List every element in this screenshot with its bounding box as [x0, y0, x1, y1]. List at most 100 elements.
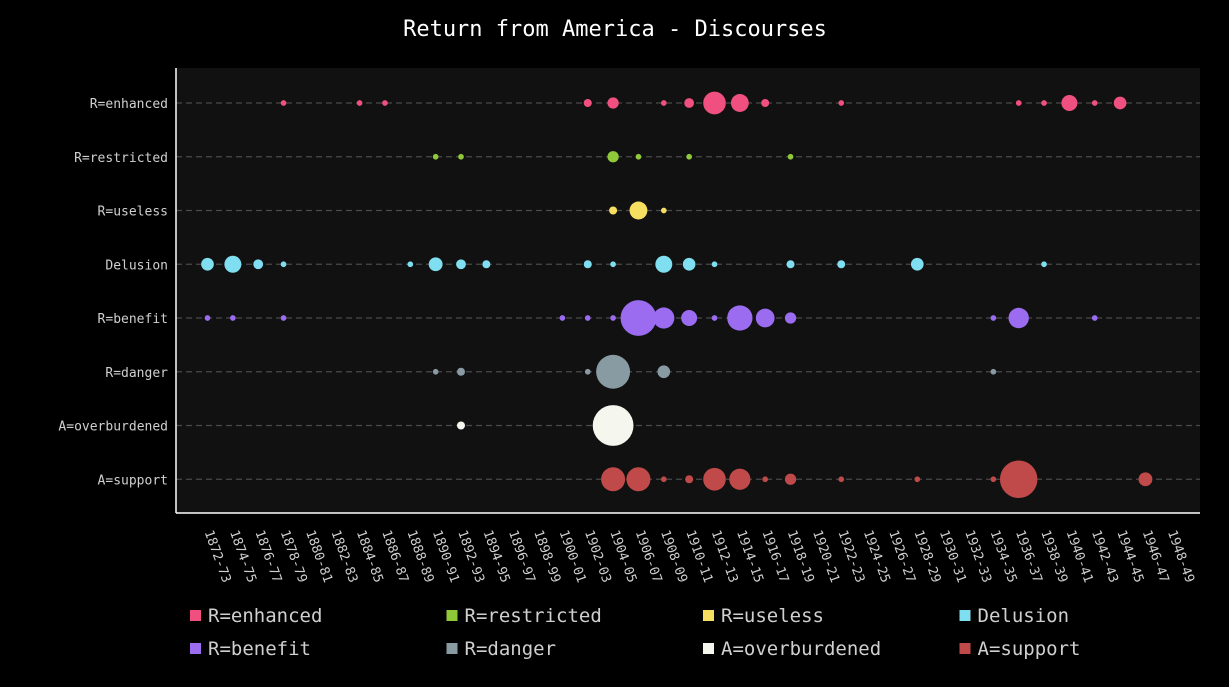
- bubble-point: [432, 368, 439, 375]
- bubble-point: [607, 151, 619, 163]
- bubble-point: [609, 206, 618, 215]
- bubble-point: [601, 467, 626, 492]
- y-tick-label: R=restricted: [74, 151, 168, 166]
- bubble-point: [584, 315, 591, 321]
- bubble-point: [1138, 472, 1153, 487]
- legend-item: A=overburdened: [703, 638, 881, 660]
- bubble-point: [990, 368, 997, 375]
- bubble-point: [456, 259, 466, 270]
- bubble-point: [703, 91, 726, 115]
- bubble-point: [1091, 315, 1098, 321]
- bubble-point: [583, 260, 592, 269]
- legend-item: R=restricted: [446, 605, 602, 627]
- legend-swatch: [703, 643, 714, 654]
- bubble-point: [660, 100, 667, 106]
- bubble-point: [432, 153, 439, 160]
- legend-label: R=danger: [465, 638, 557, 660]
- bubble-point: [1041, 261, 1047, 268]
- bubble-point: [660, 476, 667, 483]
- legend-item: R=enhanced: [190, 605, 322, 627]
- chart-title: Return from America - Discourses: [403, 17, 827, 42]
- bubble-point: [1015, 100, 1022, 106]
- bubble-point: [711, 315, 718, 321]
- bubble-point: [610, 315, 616, 321]
- y-tick-label: A=support: [98, 473, 168, 488]
- bubble-point: [761, 99, 770, 107]
- bubble-point: [583, 99, 592, 107]
- bubble-point: [280, 315, 287, 321]
- bubble-point: [681, 310, 698, 326]
- bubble-point: [730, 94, 749, 112]
- bubble-point: [457, 421, 465, 430]
- axes: [175, 68, 1200, 514]
- bubbles: [201, 91, 1153, 499]
- y-tick-label: A=overburdened: [58, 420, 168, 435]
- bubble-point: [201, 257, 214, 271]
- bubble-point: [356, 100, 363, 106]
- bubble-point: [685, 475, 694, 484]
- y-axis-labels: R=enhanced R=restricted R=useless Delusion R…: [58, 97, 168, 488]
- bubble-point: [762, 476, 769, 483]
- bubble-point: [610, 261, 616, 268]
- bubble-point: [684, 98, 695, 108]
- y-tick-label: R=enhanced: [90, 97, 168, 112]
- legend-label: R=useless: [721, 605, 824, 627]
- legend-swatch: [190, 643, 201, 654]
- bubble-point: [482, 260, 491, 269]
- legend-item: A=support: [959, 638, 1080, 660]
- plot-area: [176, 68, 1200, 513]
- bubble-point: [711, 261, 718, 268]
- bubble-point: [999, 460, 1038, 499]
- legend-swatch: [190, 610, 201, 621]
- legend-swatch: [959, 643, 971, 654]
- legend-label: A=overburdened: [721, 638, 881, 660]
- bubble-point: [729, 468, 751, 490]
- bubble-point: [786, 260, 795, 269]
- bubble-point: [280, 100, 287, 106]
- bubble-point: [657, 365, 671, 379]
- legend-swatch: [446, 643, 458, 654]
- legend-item: R=danger: [446, 638, 557, 660]
- bubble-point: [230, 315, 236, 321]
- bubble-point: [784, 312, 797, 324]
- legend-swatch: [446, 610, 458, 621]
- legend-item: Delusion: [959, 605, 1070, 627]
- bubble-point: [407, 261, 414, 268]
- y-tick-label: R=benefit: [98, 312, 168, 327]
- legend-label: Delusion: [978, 605, 1070, 627]
- legend-label: R=enhanced: [208, 605, 322, 627]
- bubble-point: [458, 153, 464, 160]
- bubble-point: [990, 315, 997, 321]
- legend: R=enhanced R=restricted R=useless Delusion R…: [190, 605, 1080, 660]
- bubble-point: [428, 257, 443, 272]
- bubble-point: [253, 259, 264, 270]
- bubble-point: [727, 305, 753, 331]
- bubble-point: [1113, 96, 1127, 110]
- bubble-point: [559, 315, 566, 321]
- bubble-point: [914, 476, 921, 483]
- bubble-point: [910, 257, 924, 271]
- legend-label: R=benefit: [208, 638, 311, 660]
- legend-item: R=useless: [703, 605, 824, 627]
- bubble-point: [626, 467, 651, 492]
- legend-label: R=restricted: [465, 605, 602, 627]
- bubble-point: [990, 476, 997, 483]
- legend-swatch: [959, 610, 971, 621]
- bubble-point: [204, 315, 211, 321]
- bubble-point: [686, 153, 692, 160]
- bubble-point: [635, 153, 642, 160]
- bubble-point: [629, 201, 648, 220]
- legend-swatch: [703, 610, 714, 621]
- y-tick-label: Delusion: [105, 258, 168, 273]
- bubble-point: [787, 153, 794, 160]
- bubble-point: [653, 307, 675, 329]
- bubble-point: [1091, 100, 1098, 106]
- bubble-point: [682, 257, 696, 271]
- bubble-point: [584, 368, 591, 375]
- bubble-point: [457, 367, 465, 376]
- bubble-point: [596, 354, 631, 389]
- y-tick-label: R=useless: [98, 205, 168, 220]
- bubble-point: [1041, 100, 1047, 106]
- bubble-point: [755, 308, 775, 328]
